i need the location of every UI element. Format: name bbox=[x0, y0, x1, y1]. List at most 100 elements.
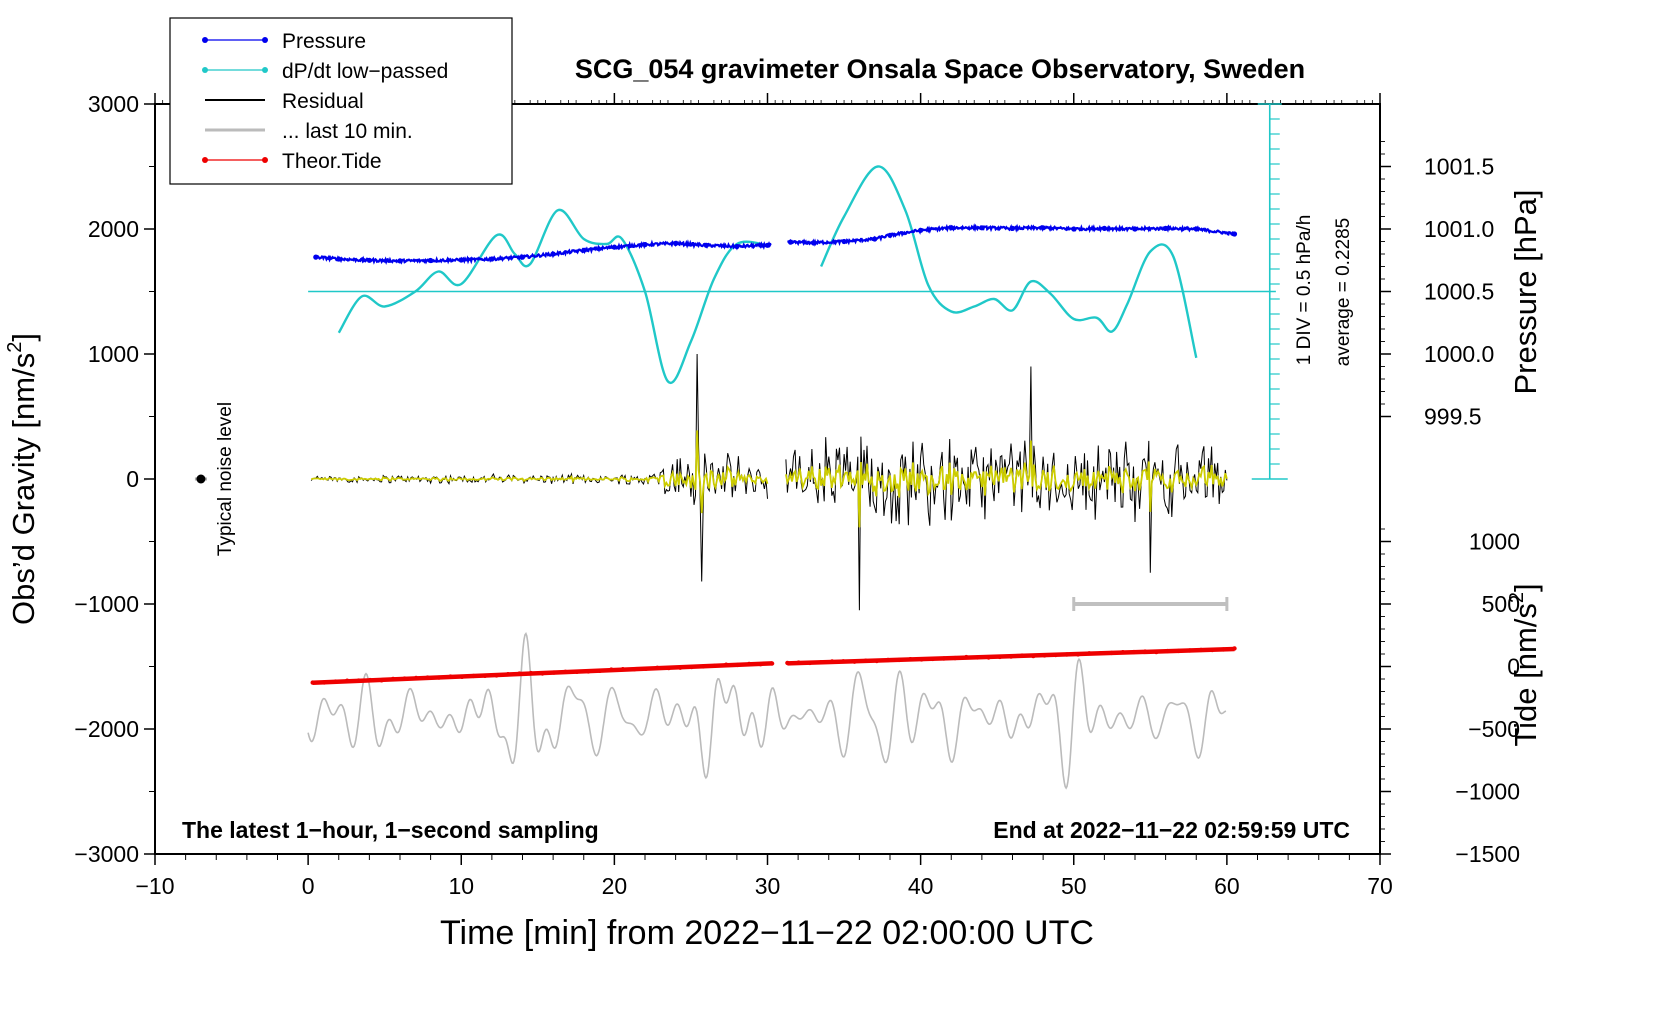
tide-point bbox=[390, 676, 396, 682]
tide-point bbox=[919, 657, 924, 662]
tide-point bbox=[885, 657, 891, 663]
pressure-point bbox=[581, 247, 587, 253]
pressure-point bbox=[550, 251, 556, 257]
legend-marker-left bbox=[202, 157, 208, 163]
tide-point bbox=[1008, 654, 1014, 659]
tide-point bbox=[1098, 651, 1103, 656]
annotation-end-time: End at 2022−11−22 02:59:59 UTC bbox=[993, 817, 1350, 843]
x-tick-label: 20 bbox=[602, 873, 628, 899]
pressure-tick-label: 1001.5 bbox=[1424, 154, 1494, 180]
residual-filtered-line bbox=[785, 440, 1228, 528]
dpdt-scale-bar bbox=[1251, 103, 1288, 480]
tide-point bbox=[574, 669, 580, 674]
tide-point bbox=[941, 656, 947, 661]
y-axis-label-tide-sup: 2 bbox=[1506, 592, 1528, 603]
legend-label: dP/dt low−passed bbox=[282, 60, 448, 83]
tide-point bbox=[563, 669, 568, 674]
tide-tick-label: 500 bbox=[1482, 591, 1520, 617]
y-axis-label-tide-main: Tide [nm/s bbox=[1508, 603, 1543, 747]
pressure-point bbox=[336, 256, 342, 262]
y-axis-label-tide: Tide [nm/s2] bbox=[1506, 583, 1543, 746]
pressure-point bbox=[764, 242, 771, 248]
tide-point bbox=[1120, 650, 1126, 655]
pressure-point bbox=[519, 254, 526, 260]
tide-point bbox=[746, 661, 752, 667]
tide-point bbox=[1187, 648, 1193, 653]
tide-point bbox=[1087, 651, 1092, 656]
tide-point bbox=[666, 665, 671, 671]
y-tick-label: −3000 bbox=[74, 841, 139, 867]
pressure-point bbox=[1132, 226, 1138, 232]
tide-point bbox=[632, 667, 637, 672]
tide-point bbox=[643, 666, 648, 671]
legend-marker-left bbox=[202, 67, 208, 73]
tide-point bbox=[620, 667, 625, 672]
tide-point bbox=[735, 662, 740, 668]
last-10-min-line bbox=[307, 631, 1227, 790]
y-tick-label: 2000 bbox=[88, 216, 139, 242]
tide-point bbox=[1221, 647, 1226, 652]
tide-point bbox=[1075, 652, 1081, 657]
legend-marker-left bbox=[202, 37, 208, 43]
x-tick-label: 70 bbox=[1367, 873, 1393, 899]
noise-level-dot bbox=[196, 474, 206, 484]
pressure-tick-label: 1000.5 bbox=[1424, 279, 1494, 305]
pressure-point bbox=[703, 242, 709, 248]
legend-label: Theor.Tide bbox=[282, 150, 382, 173]
pressure-point bbox=[1009, 225, 1016, 231]
legend-marker-right bbox=[262, 67, 268, 73]
tide-point bbox=[609, 667, 614, 672]
tide-point bbox=[402, 676, 407, 681]
tide-point bbox=[678, 665, 683, 670]
tide-point bbox=[540, 671, 545, 676]
x-tick-label: 60 bbox=[1214, 873, 1240, 899]
y-axis-label-tide-close: ] bbox=[1508, 583, 1543, 592]
legend: Pressure dP/dt low−passed Residual ... last… bbox=[169, 17, 513, 185]
tide-point bbox=[482, 673, 488, 678]
last-10-min-series bbox=[307, 631, 1227, 790]
pressure-point bbox=[979, 225, 985, 231]
pressure-point bbox=[810, 240, 817, 246]
legend-marker-right bbox=[262, 157, 268, 163]
tide-point bbox=[1031, 653, 1036, 659]
y-axis-label-pressure: Pressure [hPa] bbox=[1508, 189, 1543, 394]
axis-ticks bbox=[144, 93, 1391, 865]
tide-point bbox=[367, 677, 373, 683]
tide-point bbox=[874, 658, 879, 664]
tide-point bbox=[655, 665, 660, 670]
x-tick-label: 40 bbox=[908, 873, 934, 899]
residual-series bbox=[310, 353, 1228, 611]
y-tick-label: 1000 bbox=[88, 341, 139, 367]
tide-point bbox=[1176, 648, 1181, 654]
tide-point bbox=[1019, 653, 1025, 658]
x-tick-label: 30 bbox=[755, 873, 781, 899]
tide-point bbox=[807, 660, 812, 666]
tide-point bbox=[1142, 649, 1148, 654]
tide-point bbox=[494, 673, 499, 678]
pressure-point bbox=[611, 244, 618, 250]
legend-entries: Pressure dP/dt low−passed Residual ... last… bbox=[202, 30, 448, 173]
y-tick-labels: 3000 2000 1000 0 −1000 −2000 −3000 bbox=[74, 91, 139, 867]
tide-point bbox=[436, 675, 442, 680]
tide-point bbox=[796, 660, 801, 665]
legend-label: ... last 10 min. bbox=[282, 120, 413, 143]
tide-point bbox=[310, 680, 315, 685]
pressure-point bbox=[397, 258, 403, 264]
legend-label: Residual bbox=[282, 90, 364, 113]
pressure-point bbox=[734, 243, 740, 250]
tide-point bbox=[952, 655, 958, 661]
tide-point bbox=[379, 678, 384, 683]
pressure-point bbox=[787, 239, 794, 245]
chart-title: SCG_054 gravimeter Onsala Space Observat… bbox=[575, 54, 1305, 84]
pressure-point bbox=[489, 256, 495, 262]
tide-point bbox=[1064, 652, 1070, 657]
tide-point bbox=[1232, 646, 1237, 651]
tide-tick-label: −500 bbox=[1468, 716, 1520, 742]
legend-marker-right bbox=[262, 37, 268, 43]
tide-point bbox=[769, 661, 775, 666]
tide-point bbox=[1198, 647, 1204, 653]
tide-point bbox=[997, 654, 1002, 660]
x-tick-label: 10 bbox=[448, 873, 474, 899]
tide-point bbox=[818, 660, 824, 665]
